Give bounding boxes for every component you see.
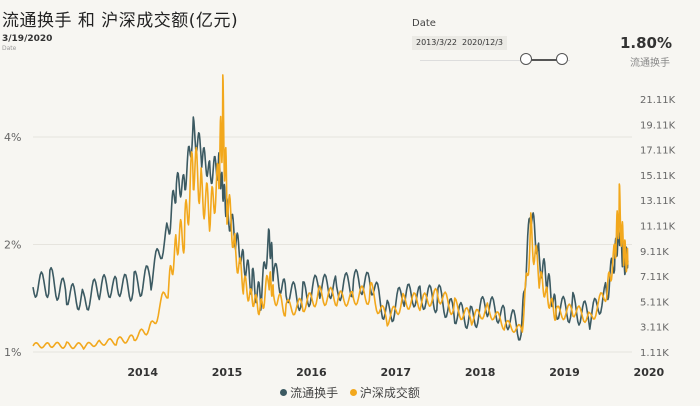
x-tick-label: 2014 bbox=[127, 366, 158, 379]
kpi-value: 1.80% bbox=[619, 34, 672, 52]
y-right-tick-label: 5.11K bbox=[640, 297, 669, 308]
legend-item-turnover[interactable]: 流通换手 bbox=[280, 384, 338, 401]
y-right-tick-label: 13.11K bbox=[640, 196, 676, 207]
x-tick-label: 2015 bbox=[212, 366, 243, 379]
x-tick-label: 2016 bbox=[296, 366, 327, 379]
date-slicer-label: Date bbox=[412, 18, 436, 29]
legend-label-volume: 沪深成交额 bbox=[359, 386, 420, 400]
x-tick-label: 2020 bbox=[634, 366, 665, 379]
legend: 流通换手 沪深成交额 bbox=[0, 384, 700, 401]
legend-item-volume[interactable]: 沪深成交额 bbox=[349, 384, 420, 401]
kpi-label: 流通换手 bbox=[630, 58, 670, 69]
current-date: 3/19/2020 bbox=[2, 34, 53, 44]
current-date-label: Date bbox=[2, 45, 17, 52]
legend-dot-turnover bbox=[280, 389, 288, 396]
y-right-tick-label: 11.11K bbox=[640, 222, 676, 233]
date-slider-end-handle[interactable] bbox=[556, 53, 568, 65]
y-right-tick-label: 7.11K bbox=[640, 272, 669, 283]
y-left-tick-label: 4% bbox=[4, 131, 21, 144]
y-right-tick-label: 3.11K bbox=[640, 323, 669, 334]
date-slider-range bbox=[526, 59, 562, 61]
date-slider-start-handle[interactable] bbox=[520, 53, 532, 65]
y-right-tick-label: 17.11K bbox=[640, 146, 676, 157]
x-tick-label: 2018 bbox=[465, 366, 496, 379]
legend-dot-volume bbox=[349, 389, 357, 396]
y-left-tick-label: 2% bbox=[4, 239, 21, 252]
x-tick-label: 2019 bbox=[549, 366, 580, 379]
date-slider-track[interactable] bbox=[420, 60, 570, 61]
series-line-volume bbox=[32, 74, 629, 350]
date-slicer-end[interactable]: 2020/12/3 bbox=[458, 36, 508, 50]
x-tick-label: 2017 bbox=[380, 366, 411, 379]
series-line-turnover bbox=[32, 116, 629, 341]
y-right-tick-label: 9.11K bbox=[640, 247, 669, 258]
chart-title: 流通换手 和 沪深成交额(亿元) bbox=[2, 11, 239, 31]
y-right-tick-label: 1.11K bbox=[640, 348, 669, 359]
y-right-tick-label: 15.11K bbox=[640, 171, 676, 182]
date-slicer-start[interactable]: 2013/3/22 bbox=[412, 36, 462, 50]
y-left-tick-label: 1% bbox=[4, 346, 21, 359]
y-right-tick-label: 21.11K bbox=[640, 95, 676, 106]
y-right-tick-label: 19.11K bbox=[640, 120, 676, 131]
legend-label-turnover: 流通换手 bbox=[290, 386, 339, 400]
